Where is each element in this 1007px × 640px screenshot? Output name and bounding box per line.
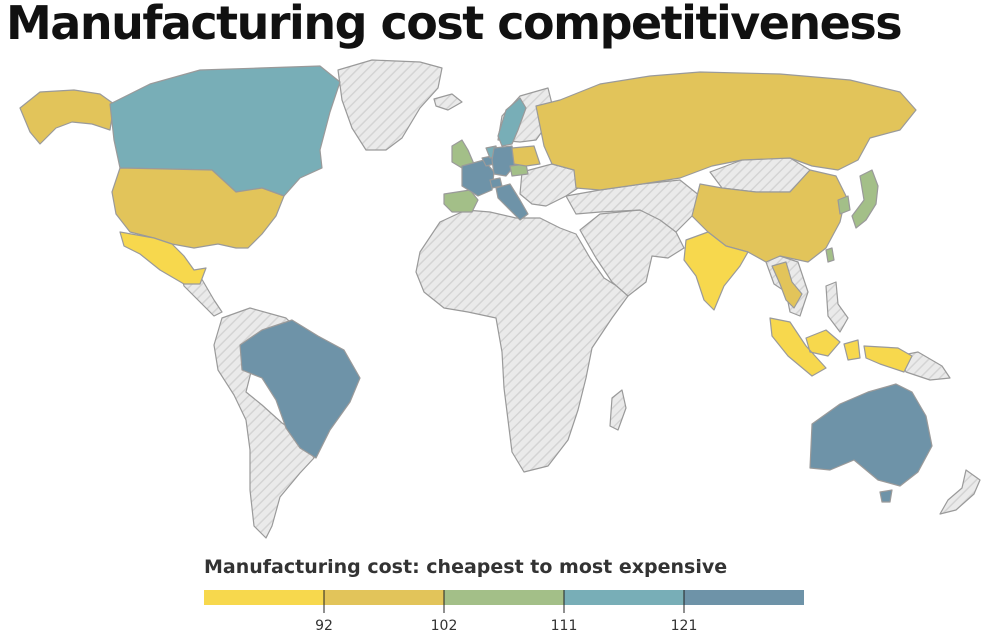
legend: Manufacturing cost: cheapest to most exp… bbox=[204, 556, 804, 640]
region-taiwan bbox=[825, 247, 835, 263]
region-mexico bbox=[119, 231, 207, 285]
world-map-svg bbox=[19, 59, 981, 539]
map-title: Manufacturing cost competitiveness bbox=[6, 0, 903, 50]
region-india bbox=[683, 231, 749, 311]
legend-scale: 92 102 111 121 bbox=[204, 590, 804, 634]
legend-tick-label: 121 bbox=[671, 618, 698, 634]
region-japan bbox=[851, 169, 879, 229]
legend-bin bbox=[684, 590, 804, 605]
region-indonesia bbox=[769, 317, 913, 377]
region-alaska bbox=[19, 89, 115, 145]
region-iceland bbox=[433, 93, 463, 111]
region-new-zealand bbox=[939, 469, 981, 515]
region-sweden bbox=[497, 97, 527, 147]
legend-title: Manufacturing cost: cheapest to most exp… bbox=[204, 556, 728, 578]
region-tasmania bbox=[879, 489, 893, 503]
region-poland bbox=[511, 145, 541, 167]
region-australia bbox=[809, 383, 933, 487]
region-africa bbox=[415, 209, 629, 473]
region-south-korea bbox=[837, 195, 851, 215]
legend-bin bbox=[564, 590, 684, 605]
region-united-states bbox=[111, 167, 285, 249]
legend-tick-label: 92 bbox=[315, 618, 333, 634]
legend-bin bbox=[444, 590, 564, 605]
legend-bin bbox=[204, 590, 324, 605]
legend-tick-label: 102 bbox=[431, 618, 458, 634]
region-philippines bbox=[825, 281, 849, 333]
region-italy bbox=[495, 183, 529, 221]
region-madagascar bbox=[609, 389, 627, 431]
legend-bin bbox=[324, 590, 444, 605]
region-thailand bbox=[771, 261, 803, 309]
region-greenland bbox=[337, 59, 443, 151]
region-brazil bbox=[239, 319, 361, 459]
legend-tick-label: 111 bbox=[551, 618, 578, 634]
region-russia bbox=[535, 71, 917, 191]
world-map bbox=[0, 55, 1007, 550]
